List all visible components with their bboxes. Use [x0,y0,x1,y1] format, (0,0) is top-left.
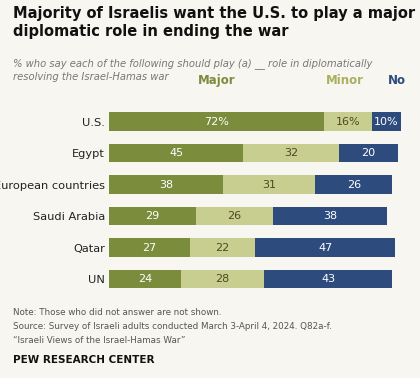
Bar [339,144,399,162]
Text: 26: 26 [227,211,242,221]
Text: 10%: 10% [374,116,399,127]
Text: No: No [388,74,406,87]
Bar [109,239,190,257]
Text: % who say each of the following should play (a) __ role in diplomatically
resolv: % who say each of the following should p… [13,59,372,82]
Bar [109,113,324,131]
Bar [190,239,255,257]
Text: 43: 43 [321,274,336,284]
Text: 32: 32 [284,148,298,158]
Text: 24: 24 [138,274,152,284]
Text: Major: Major [198,74,235,87]
Text: Majority of Israelis want the U.S. to play a major
diplomatic role in ending the: Majority of Israelis want the U.S. to pl… [13,6,415,39]
Text: Minor: Minor [326,74,364,87]
Bar [181,270,264,288]
Text: Source: Survey of Israeli adults conducted March 3-April 4, 2024. Q82a-f.: Source: Survey of Israeli adults conduct… [13,322,331,331]
Text: Note: Those who did not answer are not shown.: Note: Those who did not answer are not s… [13,308,221,317]
Text: 38: 38 [323,211,337,221]
Bar [315,175,392,194]
Text: 47: 47 [318,243,333,253]
Bar [372,113,402,131]
Text: 27: 27 [142,243,157,253]
Text: 72%: 72% [204,116,229,127]
Bar [324,113,372,131]
Text: 28: 28 [215,274,230,284]
Bar [109,207,196,225]
Bar [264,270,393,288]
Text: 29: 29 [145,211,160,221]
Text: 45: 45 [169,148,184,158]
Text: 26: 26 [346,180,361,190]
Bar [109,144,244,162]
Bar [109,270,181,288]
Text: “Israeli Views of the Israel-Hamas War”: “Israeli Views of the Israel-Hamas War” [13,336,185,345]
Bar [223,175,315,194]
Text: 20: 20 [362,148,376,158]
Text: 31: 31 [262,180,276,190]
Bar [255,239,396,257]
Bar [109,175,223,194]
Text: PEW RESEARCH CENTER: PEW RESEARCH CENTER [13,355,154,364]
Text: 16%: 16% [336,116,360,127]
Bar [244,144,339,162]
Bar [196,207,273,225]
Text: 38: 38 [159,180,173,190]
Text: 22: 22 [215,243,230,253]
Bar [273,207,386,225]
